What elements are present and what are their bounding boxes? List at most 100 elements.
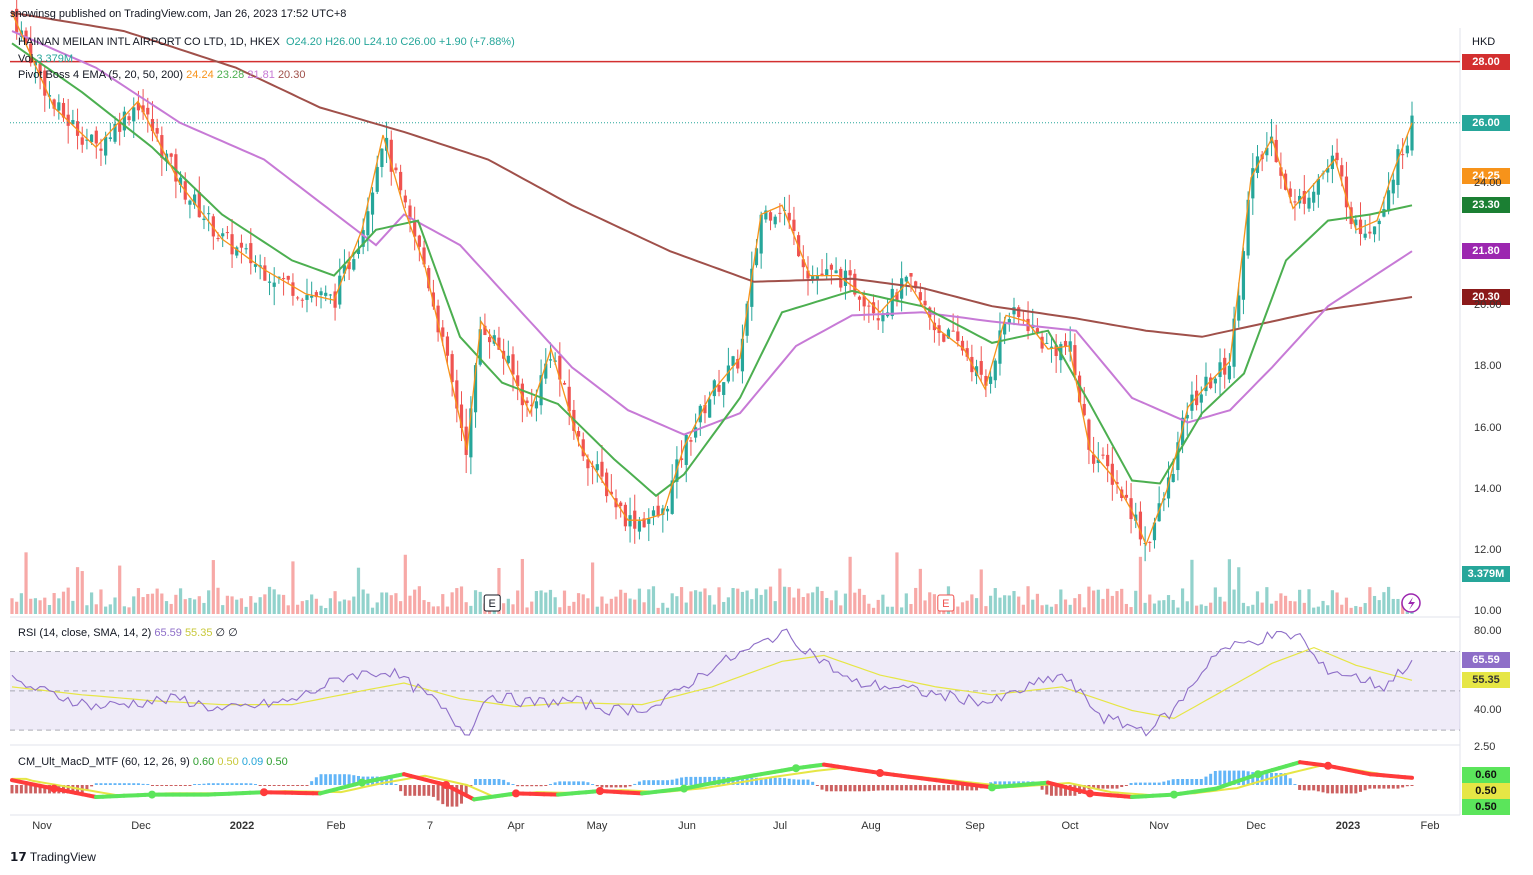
volume-bar — [1003, 595, 1007, 614]
time-axis-tick: Feb — [1420, 820, 1440, 832]
macd-histogram-bar — [249, 783, 253, 785]
candle-body — [146, 107, 150, 115]
volume-bar — [1166, 595, 1171, 614]
macd-histogram-bar — [502, 779, 506, 785]
volume-bar — [89, 592, 94, 614]
macd-histogram-bar — [811, 781, 815, 785]
volume-bar — [57, 598, 61, 614]
macd-histogram-bar — [127, 783, 131, 785]
volume-bar — [1007, 595, 1011, 614]
candle-body — [1344, 176, 1349, 208]
macd-histogram-bar — [239, 783, 243, 785]
candle-body — [525, 400, 529, 403]
candle-body — [754, 248, 759, 266]
macd-histogram-bar — [328, 774, 332, 785]
candle-body — [1293, 201, 1297, 203]
volume-bar — [1129, 607, 1133, 614]
macd-histogram-bar — [253, 784, 257, 785]
macd-histogram-bar — [694, 776, 698, 785]
macd-histogram-bar — [1045, 785, 1049, 795]
macd-histogram-bar — [801, 779, 805, 785]
volume-bar — [1354, 606, 1358, 614]
volume-bar — [1148, 594, 1152, 614]
volume-bar — [61, 591, 66, 614]
price-axis-tick: 18.00 — [1474, 360, 1502, 373]
candle-body — [1377, 220, 1381, 225]
macd-cross-dot — [358, 778, 366, 787]
candle-body — [291, 282, 295, 296]
volume-bar — [642, 602, 646, 614]
candle-body — [600, 461, 604, 477]
macd-histogram-bar — [445, 785, 449, 807]
candle-body — [324, 292, 328, 296]
macd-histogram-bar — [1148, 782, 1152, 785]
macd-histogram-bar — [141, 783, 145, 785]
volume-bar — [525, 607, 529, 614]
volume-bar — [1330, 590, 1335, 614]
volume-bar — [408, 595, 412, 614]
macd-histogram-bar — [867, 785, 871, 792]
macd-histogram-bar — [1007, 781, 1011, 785]
macd-histogram-bar — [633, 783, 637, 785]
tradingview-logo[interactable]: 𝟭𝟳 TradingView — [10, 850, 96, 864]
candle-body — [801, 259, 805, 268]
macd-histogram-bar — [221, 783, 225, 785]
rsi-legend[interactable]: RSI (14, close, SMA, 14, 2) 65.59 55.35 … — [18, 626, 238, 639]
candle-body — [942, 333, 946, 342]
volume-bar — [1134, 590, 1138, 614]
volume-bar — [1054, 604, 1058, 614]
macd-histogram-bar — [1288, 778, 1292, 785]
volume-bar — [867, 603, 871, 614]
candle-body — [286, 275, 290, 280]
candle-body — [1106, 454, 1110, 467]
candle-body — [539, 375, 543, 406]
macd-histogram-bar — [1190, 779, 1194, 785]
macd-histogram-bar — [1363, 785, 1367, 791]
macd-histogram-bar — [703, 776, 707, 785]
candle-body — [413, 221, 417, 237]
candle-body — [469, 408, 473, 458]
candle-body — [497, 337, 501, 350]
volume-bar — [384, 592, 389, 614]
macd-cross-dot — [1170, 790, 1178, 799]
candle-body — [1138, 511, 1143, 540]
macd-cross-dot — [50, 784, 58, 793]
macd-histogram-bar — [839, 785, 843, 792]
volume-bar — [857, 588, 862, 614]
volume-bar — [586, 598, 590, 614]
macd-histogram-bar — [38, 785, 42, 794]
macd-legend[interactable]: CM_Ult_MacD_MTF (60, 12, 26, 9) 0.60 0.5… — [18, 756, 288, 768]
macd-histogram-bar — [15, 785, 19, 794]
volume-bar — [595, 606, 599, 614]
volume-bar — [829, 600, 833, 614]
ema50-value: 21.81 — [247, 69, 275, 81]
volume-bar — [132, 596, 136, 614]
candle-body — [1035, 328, 1040, 334]
candle-body — [1007, 319, 1011, 325]
macd-histogram-bar — [829, 785, 833, 792]
volume-bar — [895, 552, 899, 614]
candle-body — [904, 276, 908, 282]
tradingview-logo-icon: 𝟭𝟳 — [10, 850, 27, 864]
volume-legend[interactable]: Vol 3.379M — [18, 53, 73, 65]
macd-histogram-bar — [731, 777, 735, 785]
candle-body — [1054, 345, 1058, 356]
macd-histogram-bar — [225, 783, 229, 785]
candle-body — [717, 384, 721, 392]
macd-histogram-bar — [33, 785, 37, 794]
volume-bar — [436, 606, 440, 614]
candle-body — [853, 273, 857, 295]
macd-histogram-bar — [333, 774, 337, 785]
low-value: L24.10 — [363, 36, 398, 48]
candle-body — [918, 292, 922, 301]
candle-body — [1302, 190, 1306, 204]
volume-bar — [539, 590, 543, 614]
volume-bar — [516, 590, 520, 614]
ema-legend[interactable]: Pivot Boss 4 EMA (5, 20, 50, 200) 24.24 … — [18, 69, 305, 81]
candle-body — [483, 325, 487, 336]
candle-body — [834, 270, 838, 274]
macd-histogram-bar — [1251, 772, 1255, 785]
symbol-name[interactable]: HAINAN MEILAN INTL AIRPORT CO LTD, 1D, H… — [18, 36, 280, 48]
volume-bar — [399, 601, 403, 614]
